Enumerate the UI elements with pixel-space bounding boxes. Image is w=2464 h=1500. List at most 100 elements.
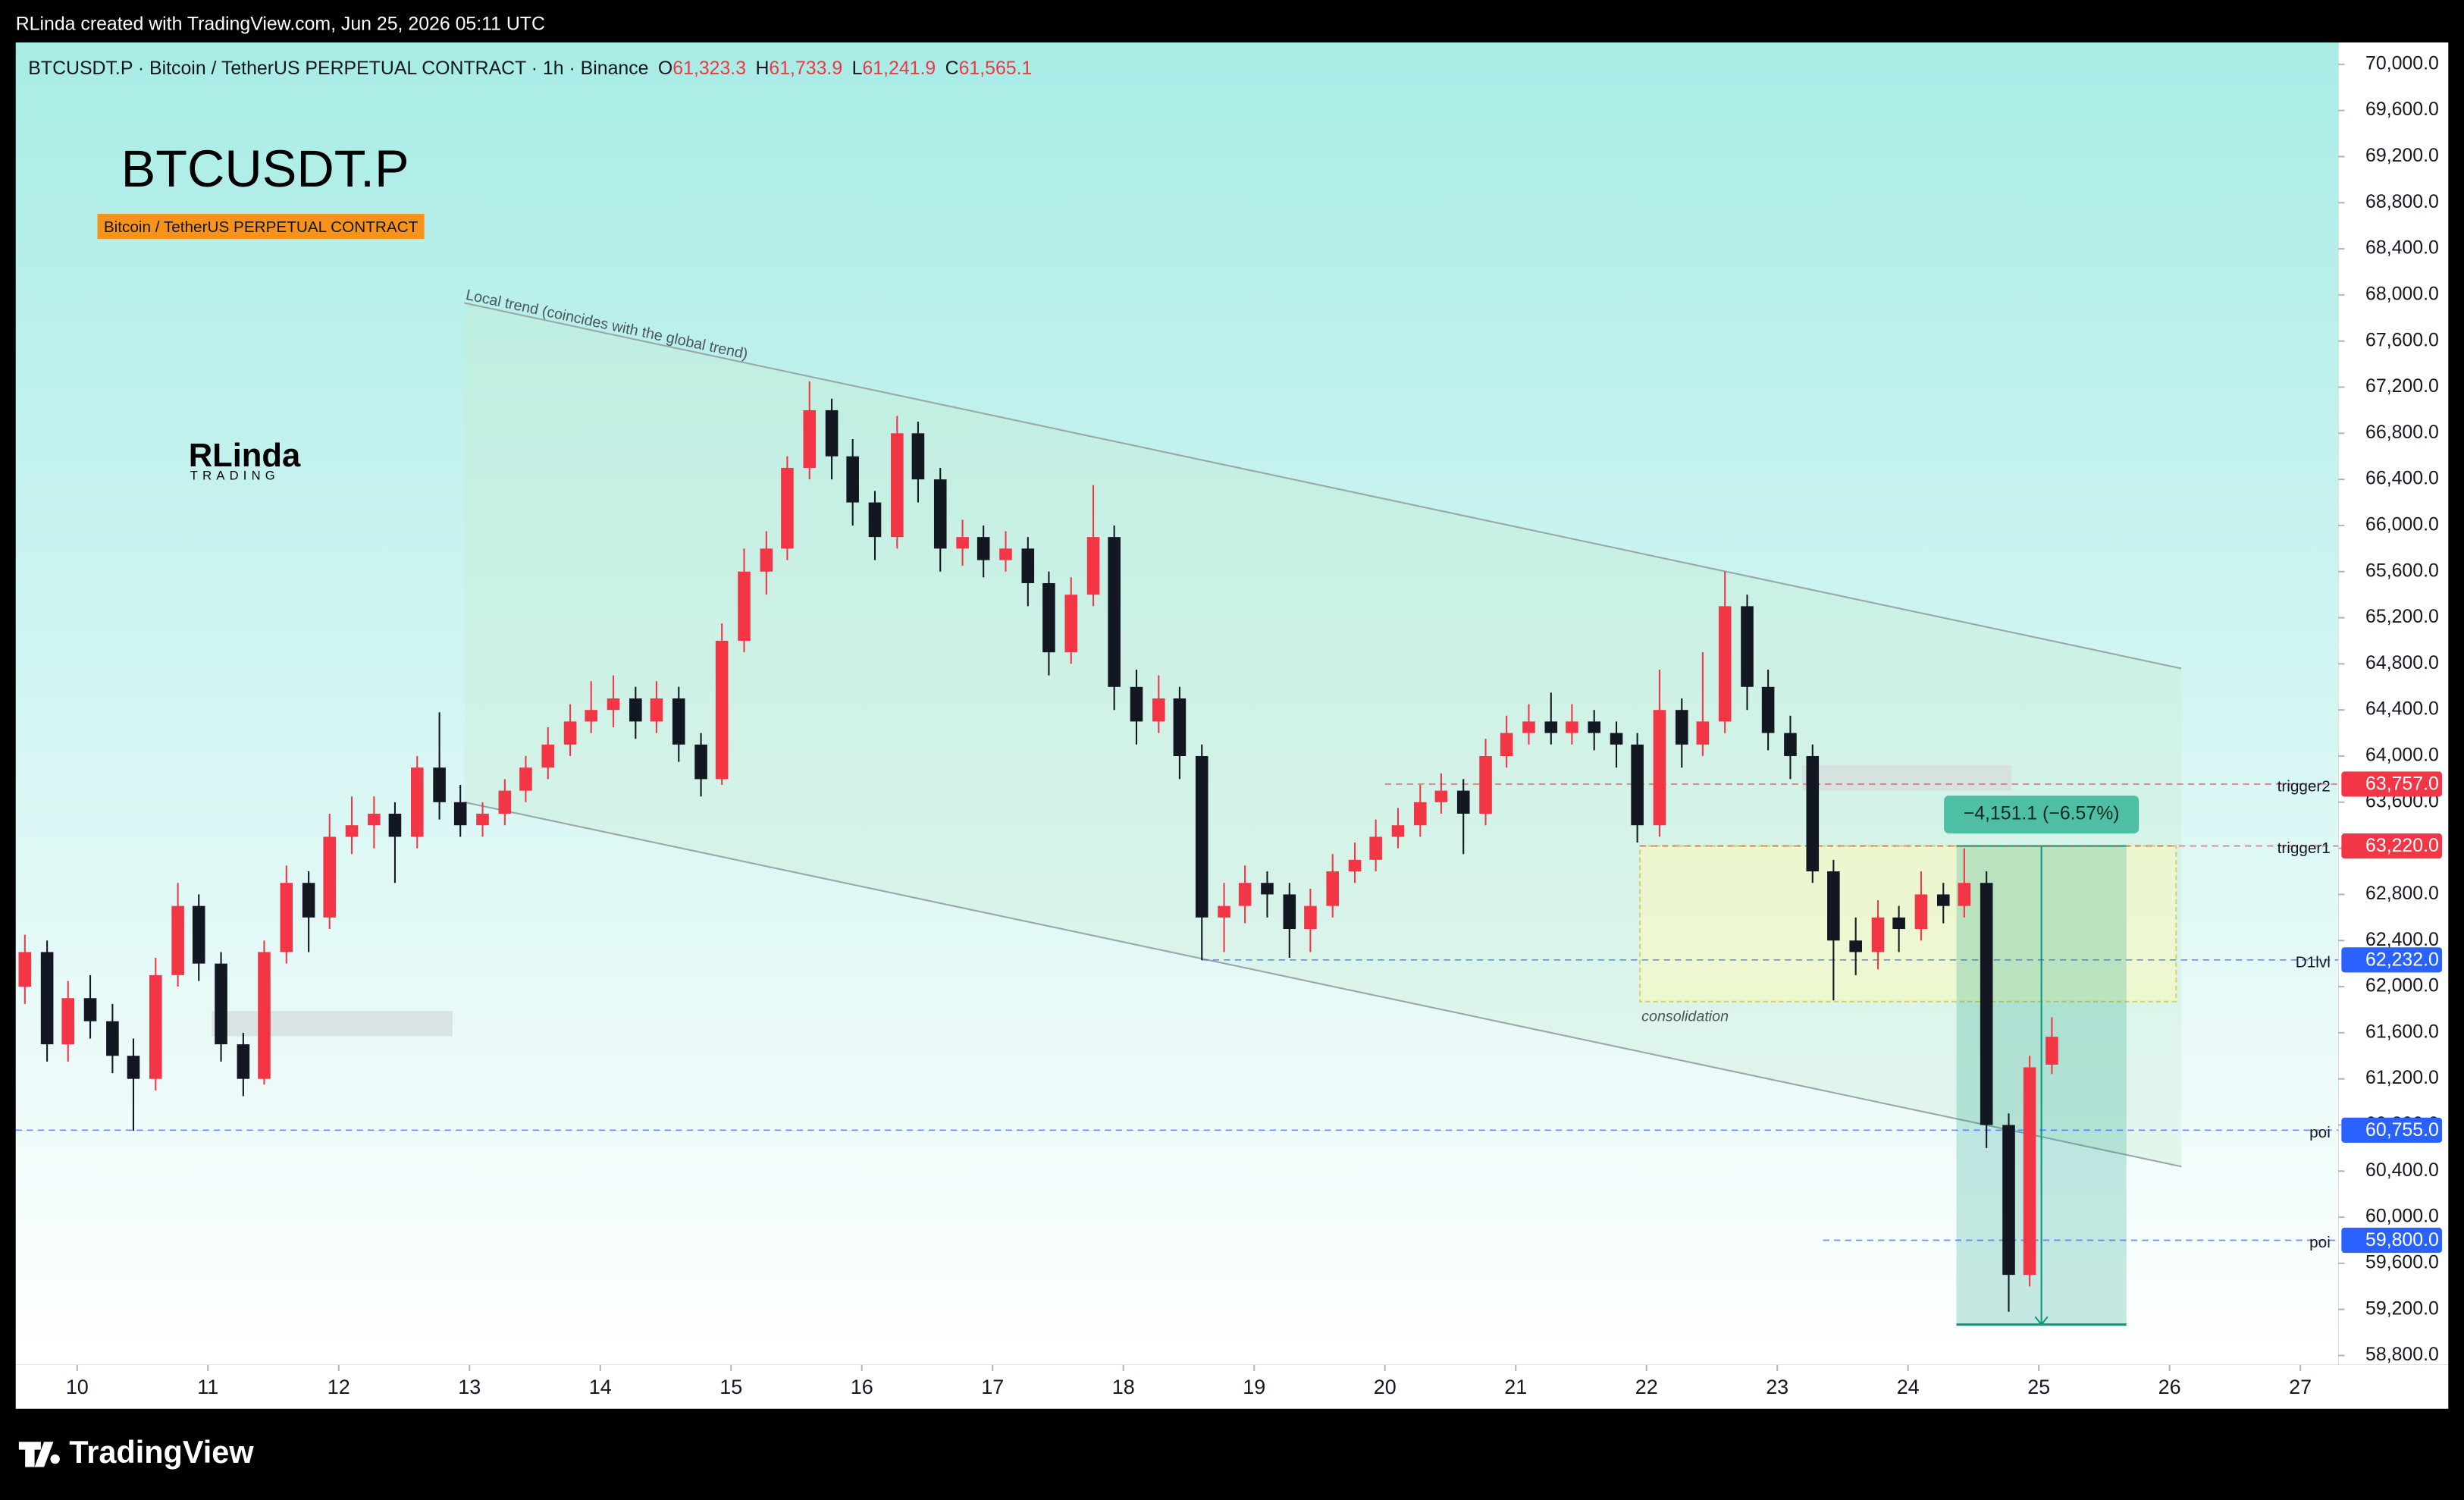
level-tag-label: 63,220.0	[2365, 835, 2439, 856]
y-tick-label: 67,600.0	[2365, 329, 2439, 350]
x-tick-label: 22	[1635, 1376, 1658, 1398]
x-tick-label: 24	[1897, 1376, 1920, 1398]
y-tick-label: 62,000.0	[2365, 975, 2439, 996]
y-tick-label: 70,000.0	[2365, 52, 2439, 74]
candle-body	[1806, 756, 1820, 872]
candle-body	[738, 571, 751, 641]
candle-body	[1544, 721, 1558, 733]
candle-body	[1173, 698, 1187, 757]
x-tick-label: 20	[1374, 1376, 1397, 1398]
level-tag-label: 63,757.0	[2365, 774, 2439, 795]
candle-body	[715, 640, 729, 780]
candle-body	[672, 698, 685, 745]
level-name: trigger2	[2277, 778, 2331, 796]
candle-body	[1522, 721, 1535, 733]
candle-body	[803, 410, 817, 468]
footer-icon	[18, 1442, 60, 1467]
level-tag	[2341, 771, 2442, 797]
y-tick-label: 68,000.0	[2365, 283, 2439, 304]
symbol-line: BTCUSDT.P · Bitcoin / TetherUS PERPETUAL…	[28, 58, 648, 79]
candle-body	[1958, 883, 1971, 906]
zone	[212, 1010, 453, 1037]
y-tick-label: 64,800.0	[2365, 652, 2439, 673]
zone	[1639, 845, 2177, 1003]
candle-body	[1588, 721, 1600, 733]
x-tick-label: 25	[2027, 1376, 2050, 1398]
candle-body	[1064, 595, 1078, 653]
candle-body	[83, 998, 97, 1021]
candle-body	[1936, 894, 1950, 906]
y-tick-label: 59,600.0	[2365, 1251, 2439, 1272]
level-tag	[2341, 1227, 2442, 1254]
candle-body	[280, 883, 293, 952]
candle-body	[541, 744, 555, 768]
ohlc-key: H	[755, 58, 769, 79]
x-tick-label: 23	[1766, 1376, 1788, 1398]
x-tick-label: 12	[328, 1376, 350, 1398]
candle-body	[1741, 606, 1754, 687]
position-label-box	[1944, 796, 2140, 833]
candle-body	[1108, 537, 1121, 687]
candle-body	[453, 802, 467, 826]
description-tag	[97, 213, 425, 240]
candle-body	[433, 767, 446, 802]
candle-body	[40, 952, 54, 1045]
candle-body	[650, 698, 663, 722]
candle-body	[519, 767, 532, 791]
y-tick-label: 58,800.0	[2365, 1344, 2439, 1365]
candle-body	[1871, 917, 1885, 952]
candle-body	[192, 905, 205, 964]
candle-body	[323, 836, 336, 918]
x-tick-label: 18	[1112, 1376, 1135, 1398]
y-tick-label: 61,200.0	[2365, 1067, 2439, 1088]
y-tick-label: 67,200.0	[2365, 375, 2439, 397]
arrow-head	[2034, 1316, 2049, 1326]
candle-body	[1914, 894, 1928, 930]
time-axis	[15, 1364, 2449, 1409]
watermark-description: Bitcoin / TetherUS PERPETUAL CONTRACT	[104, 218, 419, 236]
candle-body	[410, 767, 424, 837]
candle-body	[1761, 686, 1775, 733]
y-tick-label: 66,400.0	[2365, 468, 2439, 489]
y-tick-label: 62,800.0	[2365, 883, 2439, 904]
candle-body	[1304, 905, 1317, 930]
candle-body	[1718, 606, 1732, 722]
y-tick-label: 66,800.0	[2365, 422, 2439, 443]
x-tick-label: 26	[2158, 1376, 2181, 1398]
position-label: −4,151.1 (−6.57%)	[1964, 803, 2120, 824]
candle-body	[1218, 905, 1230, 918]
candle-body	[171, 905, 184, 975]
ohlc-value: 61,323.3	[672, 58, 746, 79]
watermark-symbol: BTCUSDT.P	[121, 140, 409, 198]
y-tick-label: 69,600.0	[2365, 99, 2439, 120]
level-tag	[2341, 833, 2442, 859]
ohlc-value: 61,733.9	[769, 58, 842, 79]
x-tick-label: 21	[1504, 1376, 1527, 1398]
candle-body	[999, 548, 1012, 560]
y-tick-label: 59,200.0	[2365, 1298, 2439, 1319]
footer-brand: TradingView	[69, 1434, 254, 1470]
x-tick-label: 27	[2289, 1376, 2312, 1398]
logo-name: RLinda	[189, 438, 301, 474]
level-name: trigger1	[2277, 839, 2331, 857]
candle-body	[1283, 894, 1296, 930]
level-tag	[2341, 947, 2442, 973]
x-tick-label: 17	[981, 1376, 1004, 1398]
candle-body	[1456, 790, 1470, 814]
candle-body	[1130, 686, 1143, 722]
y-tick-label: 60,400.0	[2365, 1160, 2439, 1181]
level-name: poi	[2309, 1124, 2331, 1141]
candle-body	[868, 502, 882, 538]
candle-body	[781, 467, 794, 549]
channel-upper	[464, 302, 2182, 670]
symbol-header: BTCUSDT.P · Bitcoin / TetherUS PERPETUAL…	[28, 58, 1032, 79]
candle-body	[694, 744, 707, 780]
candle-body	[1021, 548, 1035, 583]
x-tick-label: 16	[851, 1376, 873, 1398]
candle-body	[18, 952, 32, 987]
candle-body	[388, 814, 402, 837]
candle-body	[911, 433, 925, 480]
y-tick-label: 64,000.0	[2365, 745, 2439, 766]
ohlc-key: C	[945, 58, 959, 79]
